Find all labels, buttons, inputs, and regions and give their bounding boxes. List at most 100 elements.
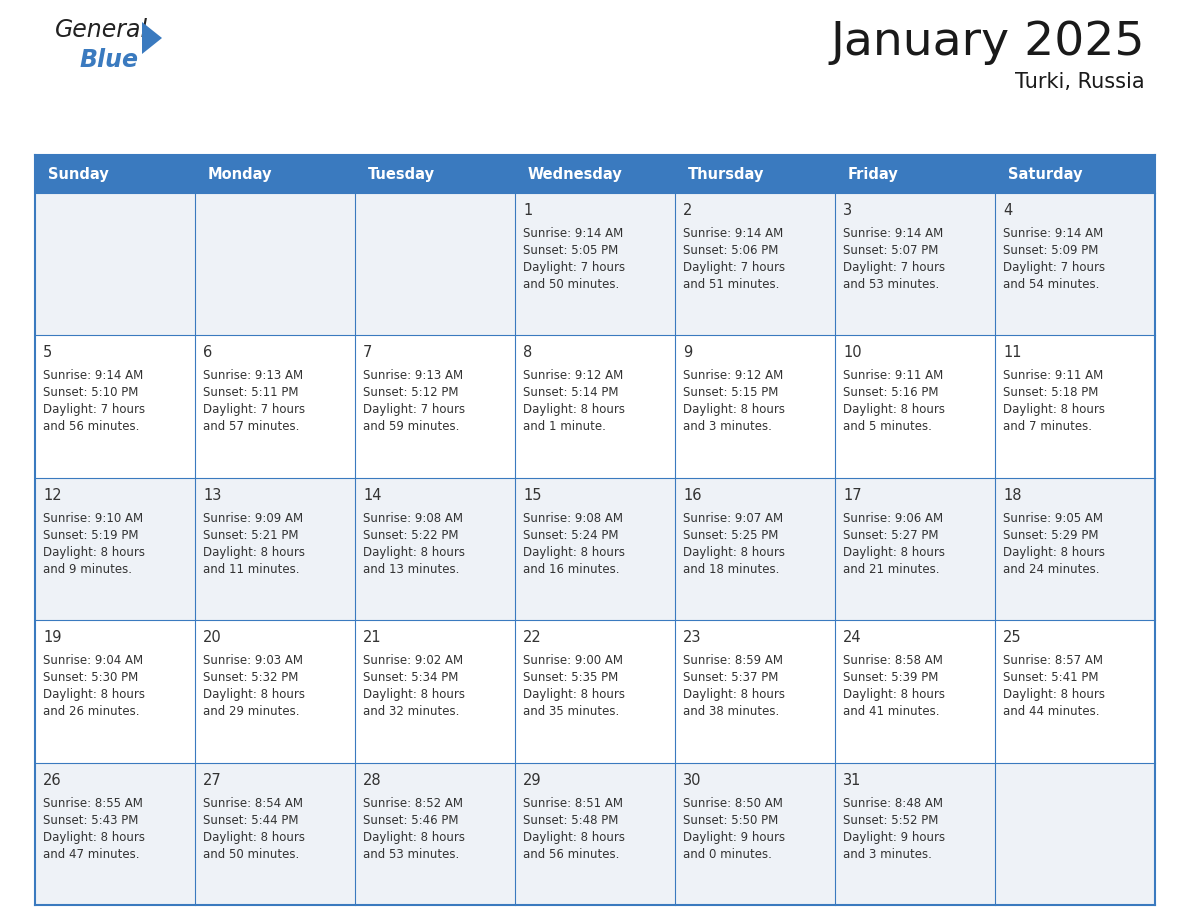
Text: and 32 minutes.: and 32 minutes. (364, 705, 460, 718)
Text: 20: 20 (203, 630, 222, 645)
Text: and 29 minutes.: and 29 minutes. (203, 705, 299, 718)
Text: January 2025: January 2025 (830, 20, 1145, 65)
Text: Daylight: 7 hours: Daylight: 7 hours (203, 403, 305, 417)
Text: Saturday: Saturday (1007, 166, 1082, 182)
Text: Sunrise: 9:14 AM: Sunrise: 9:14 AM (43, 369, 144, 383)
Text: Sunrise: 9:14 AM: Sunrise: 9:14 AM (1003, 227, 1104, 240)
Text: and 56 minutes.: and 56 minutes. (523, 847, 619, 860)
Text: 1: 1 (523, 203, 532, 218)
Text: Daylight: 8 hours: Daylight: 8 hours (523, 403, 625, 417)
Text: Sunrise: 9:05 AM: Sunrise: 9:05 AM (1003, 512, 1102, 525)
Text: 25: 25 (1003, 630, 1022, 645)
Text: Thursday: Thursday (688, 166, 764, 182)
Text: Sunrise: 9:07 AM: Sunrise: 9:07 AM (683, 512, 783, 525)
Text: Daylight: 8 hours: Daylight: 8 hours (843, 403, 944, 417)
Text: 28: 28 (364, 773, 381, 788)
Text: Sunset: 5:14 PM: Sunset: 5:14 PM (523, 386, 619, 399)
Text: Sunset: 5:35 PM: Sunset: 5:35 PM (523, 671, 618, 684)
Text: 5: 5 (43, 345, 52, 361)
Text: Sunset: 5:39 PM: Sunset: 5:39 PM (843, 671, 939, 684)
Text: Daylight: 8 hours: Daylight: 8 hours (43, 831, 145, 844)
Text: Sunset: 5:32 PM: Sunset: 5:32 PM (203, 671, 298, 684)
Text: 7: 7 (364, 345, 372, 361)
Text: Sunset: 5:43 PM: Sunset: 5:43 PM (43, 813, 138, 826)
Text: General: General (55, 18, 148, 42)
Text: Sunrise: 9:13 AM: Sunrise: 9:13 AM (203, 369, 303, 383)
Text: Tuesday: Tuesday (368, 166, 435, 182)
Bar (355, 763, 516, 905)
Text: 12: 12 (43, 487, 62, 503)
Bar (516, 621, 675, 763)
Text: Sunrise: 9:02 AM: Sunrise: 9:02 AM (364, 655, 463, 667)
Text: 17: 17 (843, 487, 861, 503)
Text: Daylight: 7 hours: Daylight: 7 hours (1003, 261, 1105, 274)
Bar (675, 335, 835, 477)
Text: Sunrise: 9:14 AM: Sunrise: 9:14 AM (523, 227, 624, 240)
Text: and 59 minutes.: and 59 minutes. (364, 420, 460, 433)
Text: Daylight: 8 hours: Daylight: 8 hours (43, 688, 145, 701)
Text: Daylight: 8 hours: Daylight: 8 hours (683, 546, 785, 559)
Text: Turki, Russia: Turki, Russia (1016, 72, 1145, 92)
Text: and 11 minutes.: and 11 minutes. (203, 563, 299, 576)
Text: Sunset: 5:48 PM: Sunset: 5:48 PM (523, 813, 619, 826)
Text: Sunrise: 8:54 AM: Sunrise: 8:54 AM (203, 797, 303, 810)
Text: 2: 2 (683, 203, 693, 218)
Text: Sunrise: 9:08 AM: Sunrise: 9:08 AM (523, 512, 623, 525)
Text: Daylight: 8 hours: Daylight: 8 hours (683, 403, 785, 417)
Text: and 1 minute.: and 1 minute. (523, 420, 606, 433)
Text: 27: 27 (203, 773, 222, 788)
Text: 8: 8 (523, 345, 532, 361)
Text: 6: 6 (203, 345, 213, 361)
Bar (835, 621, 996, 763)
Text: Sunset: 5:16 PM: Sunset: 5:16 PM (843, 386, 939, 399)
Text: Sunset: 5:52 PM: Sunset: 5:52 PM (843, 813, 939, 826)
Text: Daylight: 8 hours: Daylight: 8 hours (203, 688, 305, 701)
Text: Sunrise: 8:50 AM: Sunrise: 8:50 AM (683, 797, 783, 810)
Bar (195, 335, 355, 477)
Text: 14: 14 (364, 487, 381, 503)
Bar (34, 621, 195, 763)
Bar (195, 477, 355, 621)
Text: Sunset: 5:30 PM: Sunset: 5:30 PM (43, 671, 138, 684)
Text: Sunrise: 9:12 AM: Sunrise: 9:12 AM (523, 369, 624, 383)
Text: Sunset: 5:09 PM: Sunset: 5:09 PM (1003, 244, 1099, 257)
Text: Sunrise: 8:51 AM: Sunrise: 8:51 AM (523, 797, 623, 810)
Text: and 3 minutes.: and 3 minutes. (683, 420, 772, 433)
Text: and 41 minutes.: and 41 minutes. (843, 705, 940, 718)
Text: Sunrise: 9:09 AM: Sunrise: 9:09 AM (203, 512, 303, 525)
Text: 24: 24 (843, 630, 861, 645)
Text: Sunrise: 8:55 AM: Sunrise: 8:55 AM (43, 797, 143, 810)
Bar (516, 763, 675, 905)
Bar (195, 193, 355, 335)
Text: Sunset: 5:29 PM: Sunset: 5:29 PM (1003, 529, 1099, 542)
Bar (355, 621, 516, 763)
Text: and 5 minutes.: and 5 minutes. (843, 420, 931, 433)
Bar (835, 763, 996, 905)
Bar (516, 193, 675, 335)
Text: Friday: Friday (848, 166, 898, 182)
Text: and 53 minutes.: and 53 minutes. (364, 847, 460, 860)
Text: and 9 minutes.: and 9 minutes. (43, 563, 132, 576)
Text: Sunset: 5:12 PM: Sunset: 5:12 PM (364, 386, 459, 399)
Text: Sunrise: 8:58 AM: Sunrise: 8:58 AM (843, 655, 943, 667)
Bar (34, 763, 195, 905)
Text: 11: 11 (1003, 345, 1022, 361)
Text: 29: 29 (523, 773, 542, 788)
Bar (34, 193, 195, 335)
Text: Blue: Blue (80, 48, 139, 72)
Text: Daylight: 7 hours: Daylight: 7 hours (683, 261, 785, 274)
Text: Sunset: 5:11 PM: Sunset: 5:11 PM (203, 386, 298, 399)
Text: 31: 31 (843, 773, 861, 788)
Text: 9: 9 (683, 345, 693, 361)
Text: Sunset: 5:06 PM: Sunset: 5:06 PM (683, 244, 778, 257)
Bar (675, 621, 835, 763)
Bar (996, 193, 1155, 335)
Bar (195, 763, 355, 905)
Text: Sunrise: 9:14 AM: Sunrise: 9:14 AM (843, 227, 943, 240)
Polygon shape (143, 22, 162, 54)
Text: Sunday: Sunday (48, 166, 108, 182)
Text: 4: 4 (1003, 203, 1012, 218)
Bar (835, 193, 996, 335)
Text: and 50 minutes.: and 50 minutes. (523, 278, 619, 291)
Text: Sunset: 5:19 PM: Sunset: 5:19 PM (43, 529, 139, 542)
